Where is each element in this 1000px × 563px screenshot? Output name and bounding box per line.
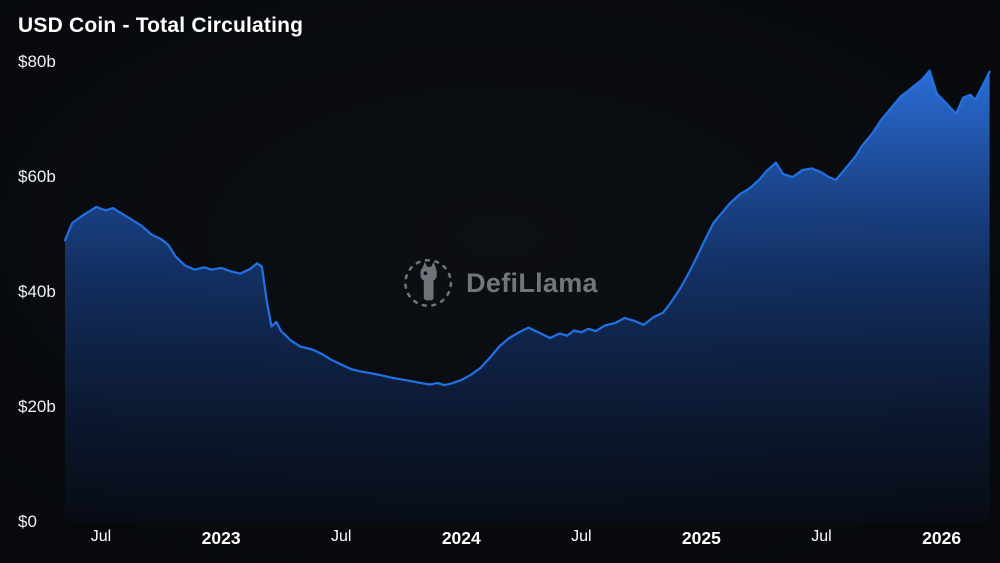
y-tick-label: $0 <box>18 512 37 531</box>
x-tick-year-label: 2023 <box>201 528 241 548</box>
y-tick-label: $40b <box>18 282 56 301</box>
x-tick-month-label: Jul <box>90 528 112 545</box>
x-tick-month-label: Jul <box>811 528 832 545</box>
x-tick-year-label: 2024 <box>441 528 481 548</box>
page-title: USD Coin - Total Circulating <box>18 14 304 37</box>
y-tick-label: $20b <box>18 397 56 416</box>
x-tick-year-label: 2025 <box>681 528 721 548</box>
x-tick-month-label: Jul <box>330 528 352 545</box>
x-tick-month-label: Jul <box>571 528 592 545</box>
y-tick-label: $80b <box>18 52 56 71</box>
supply-line <box>63 69 991 387</box>
x-tick-year-label: 2026 <box>922 528 962 548</box>
y-tick-label: $60b <box>18 167 56 186</box>
area-fill <box>65 70 990 522</box>
x-axis-labels: Jul 2023 Jul 2024 Jul 2025 Jul 2026 <box>0 528 1000 558</box>
